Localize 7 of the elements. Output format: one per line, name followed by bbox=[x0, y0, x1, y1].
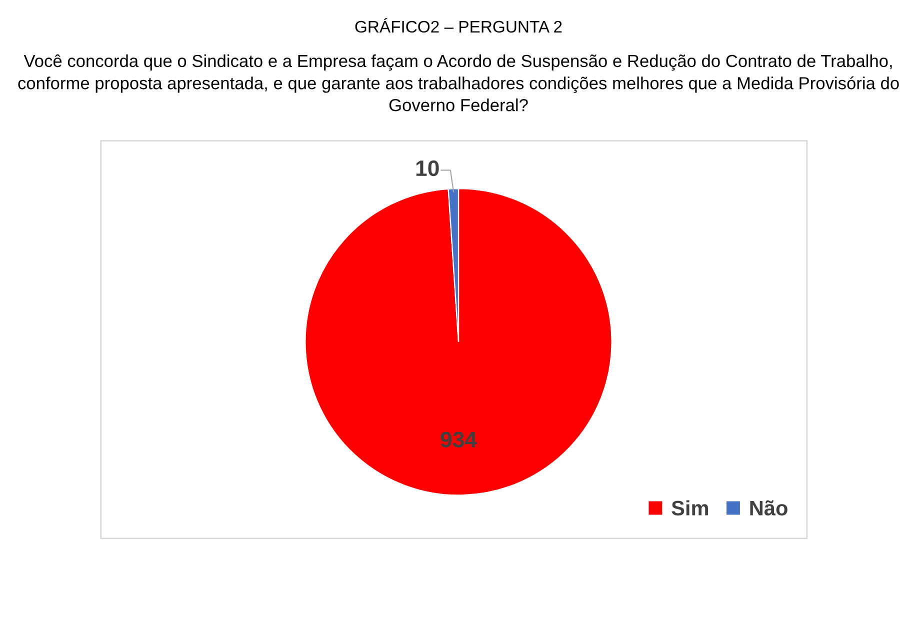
chart-subtitle: Você concorda que o Sindicato e a Empresa façam o Acordo de Suspensão e Redução do Contrato de Trabalho, conforme proposta apresentada, e que garante aos trabalhadores condições melhores que a Medida Provisória do Governo Federal? bbox=[18, 54, 899, 112]
data-label: 10 bbox=[416, 160, 439, 176]
legend-label: Sim bbox=[672, 500, 708, 516]
pie-slice bbox=[304, 188, 612, 496]
data-label: 934 bbox=[440, 432, 477, 448]
chart-title: GRÁFICO2 – PERGUNTA 2 bbox=[355, 18, 562, 33]
legend-label: Não bbox=[750, 500, 788, 516]
